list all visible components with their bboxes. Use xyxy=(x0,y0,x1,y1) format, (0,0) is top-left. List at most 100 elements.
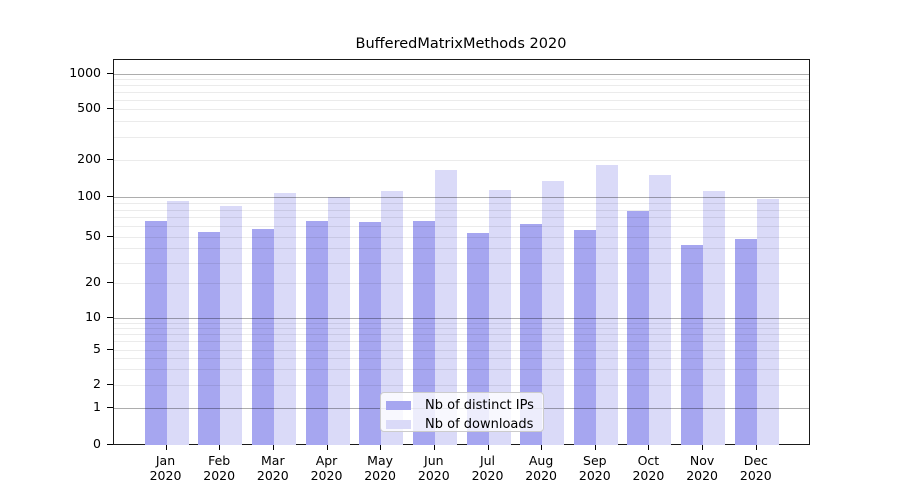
x-tick-mark xyxy=(594,445,596,450)
x-tick-mark xyxy=(648,445,650,450)
legend-swatch-distinct-ips xyxy=(386,400,411,410)
bar-downloads xyxy=(434,169,457,445)
y-tick-mark xyxy=(107,406,113,408)
bar-distinct-ips xyxy=(734,238,757,445)
bar-distinct-ips xyxy=(144,220,167,445)
x-tick-mark xyxy=(702,445,704,450)
y-tick-mark xyxy=(107,107,113,109)
y-gridline-minor xyxy=(114,341,809,343)
x-tick-label: Jul 2020 xyxy=(471,453,504,483)
y-tick-mark xyxy=(107,235,113,237)
y-gridline-minor xyxy=(114,349,809,351)
y-tick-label: 200 xyxy=(77,150,101,166)
y-gridline-minor xyxy=(114,99,809,101)
y-gridline-major xyxy=(114,197,809,198)
y-tick-mark xyxy=(107,158,113,160)
y-gridline-minor xyxy=(114,384,809,386)
bar-distinct-ips xyxy=(359,222,382,445)
bar-downloads xyxy=(488,190,511,445)
x-tick-mark xyxy=(272,445,274,450)
x-tick-mark xyxy=(541,445,543,450)
y-gridline-minor xyxy=(114,203,809,204)
y-tick-mark xyxy=(107,72,113,74)
x-tick-label: Dec 2020 xyxy=(739,453,772,483)
bar-downloads xyxy=(595,164,618,445)
y-tick-mark xyxy=(107,316,113,318)
legend-row-distinct-ips: Nb of distinct IPs xyxy=(381,396,543,414)
y-gridline-minor xyxy=(114,328,809,330)
bar-distinct-ips xyxy=(520,224,543,445)
x-tick-mark xyxy=(380,445,382,450)
y-gridline-minor xyxy=(114,108,809,110)
bar-downloads xyxy=(381,190,404,445)
x-tick-mark xyxy=(487,445,489,450)
bar-downloads xyxy=(327,196,350,445)
y-gridline-minor xyxy=(114,209,809,211)
bar-distinct-ips xyxy=(198,232,221,445)
x-tick-label: Jan 2020 xyxy=(149,453,182,483)
chart-title: BufferedMatrixMethods 2020 xyxy=(355,36,567,52)
bar-downloads xyxy=(756,198,779,445)
y-gridline-minor xyxy=(114,334,809,336)
y-tick-label: 500 xyxy=(77,99,101,115)
x-tick-mark xyxy=(326,445,328,450)
y-gridline-major xyxy=(114,317,809,319)
x-tick-label: May 2020 xyxy=(364,453,396,483)
y-gridline-minor xyxy=(114,217,809,219)
y-tick-label: 20 xyxy=(85,274,101,290)
bar-downloads xyxy=(649,174,672,445)
bar-downloads xyxy=(273,192,296,445)
y-tick-mark xyxy=(107,444,113,445)
legend-row-downloads: Nb of downloads xyxy=(381,415,543,433)
legend-swatch-downloads xyxy=(386,419,411,429)
y-tick-label: 10 xyxy=(85,308,101,324)
y-tick-label: 50 xyxy=(85,227,101,243)
bar-downloads xyxy=(542,180,565,445)
x-tick-label: Mar 2020 xyxy=(256,453,289,483)
bar-distinct-ips xyxy=(573,230,596,445)
y-gridline-major xyxy=(114,73,809,75)
bar-distinct-ips xyxy=(305,220,328,445)
x-tick-mark xyxy=(433,445,435,450)
legend-label-distinct-ips: Nb of distinct IPs xyxy=(425,397,534,413)
x-tick-label: Feb 2020 xyxy=(203,453,236,483)
y-gridline-minor xyxy=(114,369,809,371)
legend: Nb of distinct IPs Nb of downloads xyxy=(380,392,544,432)
y-gridline-minor xyxy=(114,226,809,228)
x-tick-mark xyxy=(755,445,757,450)
bar-distinct-ips xyxy=(627,211,650,445)
x-tick-label: Apr 2020 xyxy=(310,453,343,483)
legend-label-downloads: Nb of downloads xyxy=(425,416,534,432)
bar-distinct-ips xyxy=(412,220,435,445)
y-gridline-minor xyxy=(114,358,809,360)
bar-downloads xyxy=(703,190,726,445)
bar-distinct-ips xyxy=(251,229,274,445)
y-gridline-minor xyxy=(114,137,809,139)
x-tick-mark xyxy=(165,445,167,450)
y-tick-mark xyxy=(107,282,113,284)
x-tick-label: Aug 2020 xyxy=(525,453,557,483)
y-gridline-minor xyxy=(114,121,809,123)
x-tick-label: Oct 2020 xyxy=(632,453,665,483)
y-gridline-minor xyxy=(114,159,809,161)
x-tick-label: Nov 2020 xyxy=(686,453,718,483)
y-gridline-minor xyxy=(114,247,809,249)
plot-area xyxy=(113,59,810,445)
y-gridline-minor xyxy=(114,322,809,324)
y-gridline-minor xyxy=(114,283,809,285)
y-tick-label: 2 xyxy=(93,375,101,391)
y-gridline-minor xyxy=(114,91,809,93)
bar-downloads xyxy=(220,206,243,445)
y-gridline-minor xyxy=(114,262,809,264)
y-tick-mark xyxy=(107,348,113,350)
bar-downloads xyxy=(166,201,189,445)
y-tick-label: 1 xyxy=(93,398,101,414)
y-tick-label: 5 xyxy=(93,340,101,356)
y-tick-label: 100 xyxy=(77,188,101,203)
y-tick-label: 0 xyxy=(93,436,101,451)
y-gridline-minor xyxy=(114,236,809,238)
x-tick-label: Jun 2020 xyxy=(417,453,450,483)
y-tick-mark xyxy=(107,383,113,385)
y-gridline-minor xyxy=(114,79,809,81)
